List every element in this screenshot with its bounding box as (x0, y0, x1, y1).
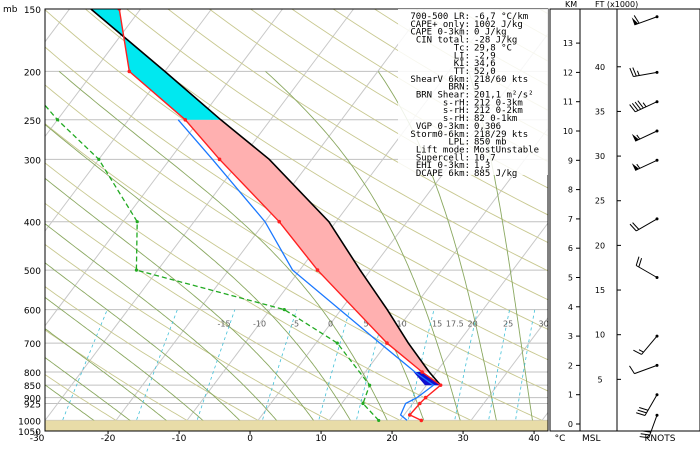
isotherm-label: -5 (291, 320, 299, 329)
ft-tick-label: 10 (595, 331, 605, 340)
temperature-tick-label: -30 (30, 434, 45, 444)
virtual-dewpoint-point (361, 402, 364, 405)
isotherm-label: -10 (253, 320, 266, 329)
pressure-tick-label: 300 (24, 156, 41, 166)
pressure-tick-label: 925 (24, 401, 41, 411)
temperature-point (420, 419, 424, 423)
km-tick-label: 0 (568, 420, 573, 429)
temperature-point (277, 220, 281, 224)
isotherm-label: 17.5 (446, 320, 464, 329)
km-tick-label: 12 (563, 68, 573, 77)
wind-barb-origin (656, 276, 659, 279)
temperature-tick-label: 10 (315, 434, 327, 444)
isotherm-label: 25 (503, 320, 513, 329)
wind-barb-origin (656, 414, 659, 417)
virtual-dewpoint-point (56, 118, 59, 121)
km-tick-label: 3 (568, 332, 573, 341)
temperature-point (183, 118, 187, 122)
ft-tick-label: 5 (597, 375, 602, 384)
wind-barb-origin (656, 335, 659, 338)
ft-tick-label: 15 (595, 286, 605, 295)
temperature-point (439, 383, 443, 387)
isotherm-label: -15 (218, 320, 231, 329)
virtual-dewpoint-point (368, 384, 371, 387)
pressure-tick-label: 700 (24, 340, 41, 350)
temperature-point (424, 396, 428, 400)
km-tick-label: 10 (563, 127, 573, 136)
temperature-point (218, 158, 222, 162)
wind-barb-origin (656, 159, 659, 162)
km-tick-label: 6 (568, 244, 573, 253)
km-tick-label: 7 (568, 215, 573, 224)
pressure-tick-label: 500 (24, 267, 41, 277)
km-tick-label: 9 (568, 156, 573, 165)
temperature-tick-label: 20 (386, 434, 398, 444)
temperature-point (385, 341, 389, 345)
pressure-tick-label: 1000 (18, 417, 41, 427)
virtual-dewpoint-point (377, 419, 380, 422)
ground-band (45, 420, 548, 431)
temperature-tick-label: -20 (101, 434, 116, 444)
temperature-point (420, 370, 424, 374)
index-value: 885 J/kg (474, 169, 517, 179)
ft-tick-label: 20 (595, 241, 605, 250)
pressure-tick-label: 150 (24, 6, 41, 16)
virtual-dewpoint-point (97, 158, 100, 161)
wind-barb-origin (656, 393, 659, 396)
temperature-unit-label: °C (555, 434, 566, 444)
temperature-point (418, 402, 422, 406)
isotherm-label: 0 (328, 320, 333, 329)
temperature-point (127, 70, 131, 74)
temperature-tick-label: 30 (457, 434, 469, 444)
ft-tick-label: 30 (595, 152, 605, 161)
km-tick-label: 11 (563, 98, 573, 107)
wind-barb-origin (656, 100, 659, 103)
virtual-dewpoint-point (14, 70, 17, 73)
temperature-point (408, 413, 412, 417)
ft-tick-label: 40 (595, 63, 605, 72)
wind-barb-origin (656, 15, 659, 18)
km-tick-label: 13 (563, 39, 573, 48)
pressure-tick-label: 200 (24, 68, 41, 78)
virtual-dewpoint-point (136, 220, 139, 223)
temperature-tick-label: 40 (528, 434, 540, 444)
pressure-tick-label: 250 (24, 117, 41, 127)
temperature-tick-label: -10 (172, 434, 187, 444)
km-tick-label: 5 (568, 274, 573, 283)
km-tick-label: 4 (568, 303, 573, 312)
index-label: DCAPE 6km: (416, 169, 470, 179)
wind-barb-origin (656, 130, 659, 133)
msl-label: MSL (582, 434, 601, 444)
pressure-tick-label: 850 (24, 382, 41, 392)
pressure-tick-label: 800 (24, 369, 41, 379)
virtual-dewpoint-point (135, 268, 138, 271)
temperature-point (316, 268, 320, 272)
wind-barb-origin (656, 364, 659, 367)
wind-barb-origin (656, 71, 659, 74)
ft-tick-label: 25 (595, 197, 605, 206)
height-km-label: KM (565, 0, 577, 9)
index-value: 218/60 kts (474, 75, 528, 85)
height-ft-label: FT (x1000) (595, 0, 638, 9)
wind-barb-origin (656, 217, 659, 220)
pressure-axis-label: mb (3, 5, 18, 15)
pressure-tick-label: 600 (24, 307, 41, 317)
pressure-tick-label: 400 (24, 219, 41, 229)
km-tick-label: 1 (568, 391, 573, 400)
isotherm-label: 30 (538, 320, 548, 329)
ft-tick-label: 35 (595, 107, 605, 116)
virtual-dewpoint-point (283, 308, 286, 311)
isotherm-label: 15 (432, 320, 442, 329)
temperature-tick-label: 0 (247, 434, 253, 444)
km-tick-label: 2 (568, 361, 573, 370)
virtual-dewpoint-point (336, 341, 339, 344)
km-tick-label: 8 (568, 186, 573, 195)
isotherm-label: 20 (467, 320, 477, 329)
